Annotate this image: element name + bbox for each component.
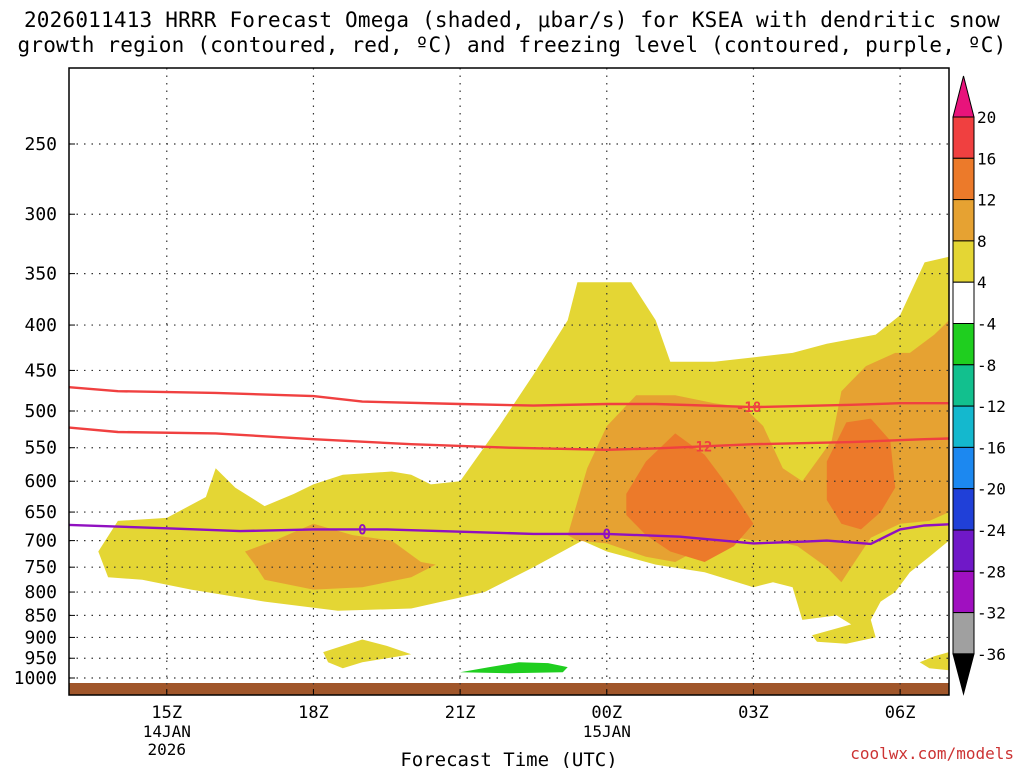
y-tick-label-300: 300 (24, 204, 57, 225)
colorbar-segment-5 (952, 281, 975, 325)
y-tick-label-550: 550 (24, 438, 57, 459)
x-axis-label: Forecast Time (UTC) (400, 749, 617, 768)
omega-region-0 (98, 256, 949, 644)
plot-frame (68, 67, 950, 696)
omega-region-5 (626, 433, 754, 562)
colorbar-segment-9 (952, 446, 975, 490)
y-tick-label-650: 650 (24, 502, 57, 523)
colorbar-label-12: -32 (977, 604, 1006, 623)
colorbar-segment-4 (952, 240, 975, 283)
colorbar-segment-6 (952, 323, 975, 366)
x-tick-label-03Z: 03Z (738, 703, 769, 723)
colorbar-label-3: 8 (977, 232, 987, 251)
y-tick-label-750: 750 (24, 557, 57, 578)
x-tick-date-00Z: 15JAN (583, 722, 631, 741)
contour-dgz--18C (69, 386, 949, 409)
y-tick-label-700: 700 (24, 531, 57, 552)
contour-label-dgz--12C-0: -12 (687, 440, 712, 456)
x-tick-date-15Z: 14JAN (143, 722, 191, 741)
contour-freezing-level-0C (69, 523, 949, 546)
colorbar-label-6: -8 (977, 356, 996, 375)
y-tick-label-800: 800 (24, 582, 57, 603)
x-tick-label-15Z: 15Z (151, 703, 182, 723)
colorbar-segment-7 (952, 364, 975, 407)
colorbar-label-9: -20 (977, 480, 1006, 499)
x-tick-label-00Z: 00Z (591, 703, 622, 723)
colorbar-label-7: -12 (977, 397, 1006, 416)
y-tick-label-450: 450 (24, 360, 57, 381)
colorbar-segment-2 (952, 157, 975, 201)
colorbar-label-1: 16 (977, 149, 996, 168)
colorbar-top-arrow (952, 75, 975, 118)
colorbar-label-2: 12 (977, 191, 996, 210)
omega-region-7 (460, 662, 568, 674)
omega-region-2 (919, 652, 949, 671)
contour-label-dgz--18C-0: -18 (736, 400, 761, 416)
colorbar-segment-10 (952, 488, 975, 531)
x-tick-year-15Z: 2026 (148, 740, 187, 759)
colorbar-segment-3 (952, 199, 975, 242)
colorbar-bottom-arrow (952, 653, 975, 696)
colorbar-label-11: -28 (977, 562, 1006, 581)
y-tick-label-850: 850 (24, 605, 57, 626)
omega-region-3 (245, 523, 436, 590)
y-tick-label-500: 500 (24, 401, 57, 422)
colorbar-segment-12 (952, 570, 975, 614)
watermark: coolwx.com/models (850, 744, 1014, 763)
contour-dgz--12C (69, 426, 949, 452)
chart-title-line-1: 2026011413 HRRR Forecast Omega (shaded, … (23, 8, 1001, 32)
x-tick-label-06Z: 06Z (885, 703, 916, 723)
y-tick-label-350: 350 (24, 264, 57, 285)
colorbar-segment-13 (952, 612, 975, 655)
colorbar-segment-11 (952, 529, 975, 572)
contour-label-freezing-level-0C-1: 0 (603, 527, 611, 543)
omega-region-1 (323, 639, 412, 669)
colorbar-label-10: -24 (977, 521, 1006, 540)
y-tick-label-400: 400 (24, 315, 57, 336)
colorbar-label-8: -16 (977, 438, 1006, 457)
colorbar-segment-8 (952, 405, 975, 448)
y-tick-label-600: 600 (24, 471, 57, 492)
y-tick-label-250: 250 (24, 134, 57, 155)
x-tick-label-21Z: 21Z (445, 703, 476, 723)
omega-region-6 (826, 418, 896, 530)
colorbar-label-0: 20 (977, 108, 996, 127)
colorbar-segment-1 (952, 116, 975, 159)
contour-label-freezing-level-0C-0: 0 (358, 522, 366, 538)
x-tick-label-18Z: 18Z (298, 703, 329, 723)
y-tick-label-950: 950 (24, 648, 57, 669)
chart-title-line-2: growth region (contoured, red, ºC) and f… (17, 33, 1007, 57)
colorbar-label-5: -4 (977, 315, 996, 334)
y-tick-label-1000: 1000 (14, 668, 57, 689)
colorbar-label-4: 4 (977, 273, 987, 292)
y-tick-label-900: 900 (24, 627, 57, 648)
ground-band (69, 683, 949, 695)
colorbar-label-13: -36 (977, 645, 1006, 664)
